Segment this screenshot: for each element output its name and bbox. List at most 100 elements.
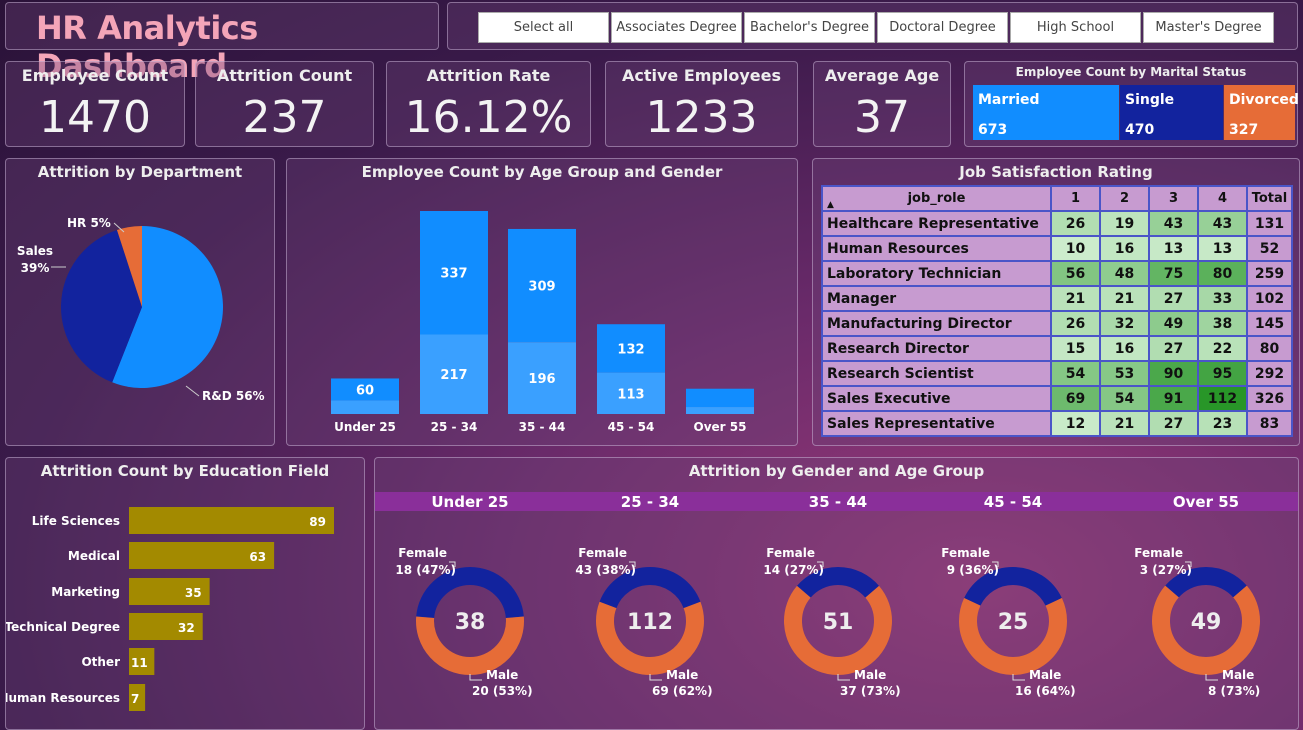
y-tick-label: Life Sciences bbox=[32, 514, 120, 528]
kpi-label: Average Age bbox=[824, 66, 940, 85]
attrition-by-department-panel: Attrition by Department R&D 56% Sales 39% H… bbox=[5, 158, 275, 446]
role-cell: Research Scientist bbox=[821, 360, 1052, 387]
bar-segment[interactable] bbox=[597, 372, 665, 414]
chart-title: Attrition Count by Education Field bbox=[40, 462, 330, 480]
role-cell: Sales Representative bbox=[821, 410, 1052, 437]
bar-segment[interactable] bbox=[331, 378, 399, 401]
bar[interactable] bbox=[129, 684, 146, 711]
bar[interactable] bbox=[129, 578, 210, 605]
bar-segment[interactable] bbox=[508, 228, 576, 343]
rating-cell: 91 bbox=[1148, 385, 1199, 412]
kpi-value: 37 bbox=[854, 92, 910, 143]
column-header-job-role[interactable]: job_role ▲ bbox=[821, 185, 1052, 212]
education-field-panel: Attrition Count by Education Field Life … bbox=[5, 457, 365, 730]
x-tick-label: Under 25 bbox=[334, 420, 396, 434]
pie-slice-sales[interactable] bbox=[61, 229, 143, 383]
slicer-bachelors-degree[interactable]: Bachelor's Degree bbox=[744, 12, 875, 43]
pie-slice-hr[interactable] bbox=[116, 226, 142, 307]
rating-cell: 80 bbox=[1197, 260, 1248, 287]
column-header-total[interactable]: Total bbox=[1246, 185, 1293, 212]
slicer-high-school[interactable]: High School bbox=[1010, 12, 1141, 43]
slicer-masters-degree[interactable]: Master's Degree bbox=[1143, 12, 1274, 43]
bar-segment[interactable] bbox=[420, 334, 488, 414]
table-row[interactable]: Manager 21 21 27 33 102 bbox=[821, 285, 1293, 312]
bar[interactable] bbox=[129, 648, 155, 675]
donut-center-total: 38 bbox=[455, 610, 486, 635]
column-header-3[interactable]: 3 bbox=[1148, 185, 1199, 212]
table-row[interactable]: Laboratory Technician 56 48 75 80 259 bbox=[821, 260, 1293, 287]
kpi-average-age: Average Age 37 bbox=[813, 61, 951, 147]
donut-segment-male[interactable] bbox=[596, 601, 704, 675]
marital-title: Employee Count by Marital Status bbox=[1015, 65, 1247, 79]
donut-segment-female[interactable] bbox=[796, 567, 880, 598]
age-group-bar-chart: 60 Under 25 337 217 25 - 34 309 196 35 - 44 132 1… bbox=[331, 211, 754, 434]
bar[interactable] bbox=[129, 542, 275, 569]
rating-cell: 15 bbox=[1050, 335, 1101, 362]
donut-segment-female[interactable] bbox=[416, 567, 524, 619]
rating-cell: 43 bbox=[1148, 210, 1199, 237]
role-cell: Research Director bbox=[821, 335, 1052, 362]
rating-cell: 48 bbox=[1099, 260, 1150, 287]
column-header-1[interactable]: 1 bbox=[1050, 185, 1101, 212]
donut-segment-female[interactable] bbox=[1165, 567, 1247, 598]
donut-segment-male[interactable] bbox=[959, 598, 1067, 675]
marital-value: 470 bbox=[1125, 122, 1155, 138]
column-header-2[interactable]: 2 bbox=[1099, 185, 1150, 212]
table-row[interactable]: Healthcare Representative 26 19 43 43 131 bbox=[821, 210, 1293, 237]
marital-single-tile[interactable]: Single 470 bbox=[1120, 85, 1223, 140]
marital-label: Married bbox=[978, 92, 1040, 108]
table-row[interactable]: Research Scientist 54 53 90 95 292 bbox=[821, 360, 1293, 387]
total-cell: 102 bbox=[1246, 285, 1293, 312]
column-header-4[interactable]: 4 bbox=[1197, 185, 1248, 212]
job-satisfaction-table: job_role ▲ 1 2 3 4 Total Healthcare Repr… bbox=[821, 185, 1293, 437]
y-tick-label: Technical Degree bbox=[6, 620, 120, 634]
table-row[interactable]: Human Resources 10 16 13 13 52 bbox=[821, 235, 1293, 262]
donut-leader-line bbox=[629, 561, 636, 567]
table-row[interactable]: Research Director 15 16 27 22 80 bbox=[821, 335, 1293, 362]
small-multiples-header bbox=[375, 492, 1298, 511]
job-satisfaction-panel: Job Satisfaction Rating job_role ▲ 1 2 3… bbox=[812, 158, 1300, 446]
bar-data-label: 35 bbox=[185, 586, 202, 600]
kpi-attrition-rate: Attrition Rate 16.12% bbox=[386, 61, 591, 147]
donut-label-female: Female 9 (36%) bbox=[941, 546, 999, 577]
kpi-label: Attrition Rate bbox=[426, 66, 551, 85]
bar-segment[interactable] bbox=[686, 388, 754, 408]
bar-segment[interactable] bbox=[508, 342, 576, 414]
donut-segment-male[interactable] bbox=[416, 616, 524, 675]
bar-data-label: 7 bbox=[131, 692, 139, 706]
donut-segment-female[interactable] bbox=[964, 567, 1062, 607]
rating-cell: 54 bbox=[1050, 360, 1101, 387]
donut-segment-male[interactable] bbox=[1152, 585, 1260, 675]
rating-cell: 21 bbox=[1099, 410, 1150, 437]
table-row[interactable]: Sales Representative 12 21 27 23 83 bbox=[821, 410, 1293, 437]
education-field-bar-chart: Life Sciences 89 Medical 63 Marketing 35 Techn… bbox=[6, 507, 334, 711]
donut-segment-male[interactable] bbox=[784, 585, 892, 675]
pie-slice-rd[interactable] bbox=[112, 226, 223, 388]
sort-ascending-icon[interactable]: ▲ bbox=[827, 200, 834, 210]
table-row[interactable]: Sales Executive 69 54 91 112 326 bbox=[821, 385, 1293, 412]
slicer-associates-degree[interactable]: Associates Degree bbox=[611, 12, 742, 43]
rating-cell: 43 bbox=[1197, 210, 1248, 237]
bar-segment[interactable] bbox=[420, 211, 488, 335]
bar[interactable] bbox=[129, 507, 334, 534]
education-slicer: Select all Associates Degree Bachelor's … bbox=[447, 2, 1298, 50]
chart-title: Attrition by Department bbox=[37, 163, 243, 181]
bar-segment[interactable] bbox=[686, 407, 754, 414]
donut-leader-line bbox=[449, 561, 456, 567]
total-cell: 145 bbox=[1246, 310, 1293, 337]
bar-segment[interactable] bbox=[331, 400, 399, 414]
table-row[interactable]: Manufacturing Director 26 32 49 38 145 bbox=[821, 310, 1293, 337]
kpi-label: Attrition Count bbox=[216, 66, 353, 85]
donut-label-female: Female 14 (27%) bbox=[763, 546, 824, 577]
donut-segment-female[interactable] bbox=[599, 567, 701, 609]
marital-divorced-tile[interactable]: Divorced 327 bbox=[1224, 85, 1299, 140]
slicer-select-all[interactable]: Select all bbox=[478, 12, 609, 43]
rating-cell: 27 bbox=[1148, 285, 1199, 312]
rating-cell: 19 bbox=[1099, 210, 1150, 237]
rating-cell: 27 bbox=[1148, 335, 1199, 362]
marital-married-tile[interactable]: Married 673 bbox=[973, 85, 1119, 140]
bar[interactable] bbox=[129, 613, 203, 640]
bar-segment[interactable] bbox=[597, 324, 665, 373]
slicer-doctoral-degree[interactable]: Doctoral Degree bbox=[877, 12, 1008, 43]
chart-title: Attrition by Gender and Age Group bbox=[688, 462, 985, 480]
